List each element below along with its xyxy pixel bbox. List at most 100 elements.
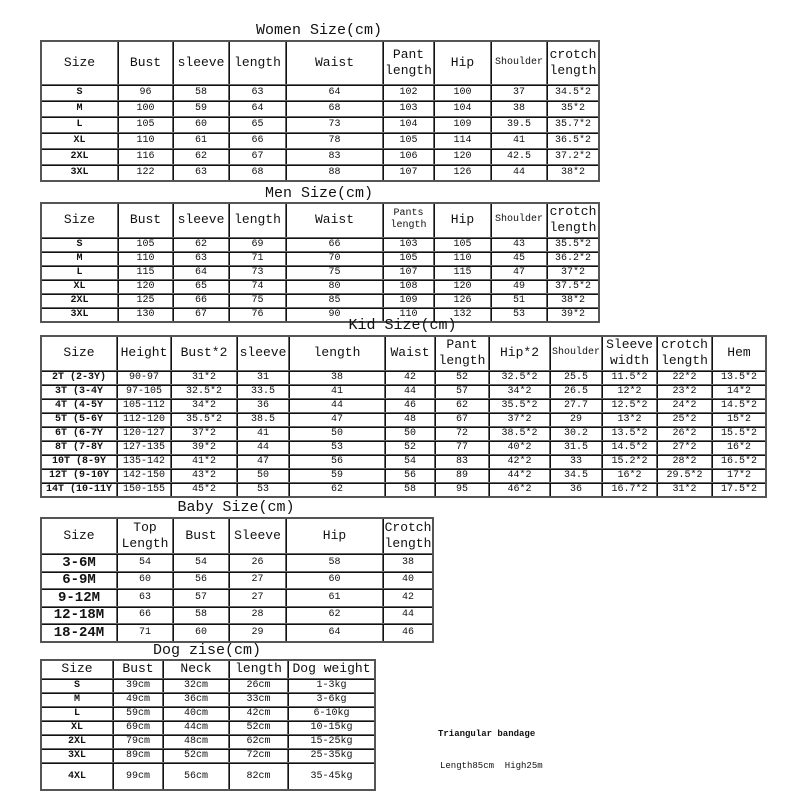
value-cell: 67 (172, 306, 230, 323)
value-cell: 30.2 (549, 425, 603, 442)
size-cell: 4XL (40, 762, 114, 791)
column-header: Top Length (116, 517, 174, 555)
size-cell: S (40, 678, 114, 694)
value-cell: 64 (285, 623, 384, 643)
value-cell: 47 (490, 264, 548, 281)
value-cell: 16.5*2 (711, 453, 767, 470)
value-cell: 35.7*2 (546, 116, 600, 134)
value-cell: 71 (116, 623, 174, 643)
value-cell: 66 (285, 236, 384, 253)
value-cell: 31*2 (656, 481, 713, 498)
value-cell: 110 (117, 250, 174, 267)
size-cell: 3XL (40, 164, 119, 182)
table-row: XL 69cm 44cm 52cm 10-15kg (40, 720, 376, 736)
value-cell: 14*2 (711, 383, 767, 400)
size-cell: S (40, 84, 119, 102)
value-cell: 60 (116, 570, 174, 590)
table-row: XL 120 65 74 80 108 120 49 37.5*2 (40, 278, 600, 295)
column-header: Bust (112, 659, 164, 680)
column-header: Waist (384, 335, 436, 372)
table-row: 2T (2-3Y) 90-97 31*2 31 38 42 52 32.5*2 25.5 11.5… (40, 369, 767, 386)
value-cell: 89 (434, 467, 490, 484)
value-cell: 27 (228, 570, 287, 590)
value-cell: 52cm (228, 720, 289, 736)
value-cell: 29.5*2 (656, 467, 713, 484)
column-header: Shoulder (549, 335, 603, 372)
value-cell: 82cm (228, 762, 289, 791)
header-row: Size Bust Neck length Dog weight (40, 659, 376, 680)
value-cell: 142-150 (116, 467, 172, 484)
value-cell: 42 (382, 588, 434, 608)
value-cell: 107 (382, 164, 435, 182)
value-cell: 40*2 (488, 439, 551, 456)
value-cell: 70 (285, 250, 384, 267)
value-cell: 90-97 (116, 369, 172, 386)
value-cell: 37 (490, 84, 548, 102)
value-cell: 72 (434, 425, 490, 442)
value-cell: 120 (117, 278, 174, 295)
kid-title: Kid Size(cm) (348, 317, 457, 334)
value-cell: 42.5 (490, 148, 548, 166)
value-cell: 39*2 (170, 439, 238, 456)
value-cell: 49 (490, 278, 548, 295)
value-cell: 25-35kg (287, 748, 376, 764)
value-cell: 41 (288, 383, 386, 400)
value-cell: 26*2 (656, 425, 713, 442)
table-row: S 105 62 69 66 103 105 43 35.5*2 (40, 236, 600, 253)
value-cell: 89cm (112, 748, 164, 764)
size-cell: 3-6M (40, 553, 118, 573)
value-cell: 46 (382, 623, 434, 643)
value-cell: 17.5*2 (711, 481, 767, 498)
column-header: sleeve (172, 40, 230, 86)
value-cell: 114 (433, 132, 492, 150)
value-cell: 31*2 (170, 369, 238, 386)
value-cell: 78 (285, 132, 384, 150)
column-header: length (228, 40, 287, 86)
table-row: 2XL 125 66 75 85 109 126 51 38*2 (40, 292, 600, 309)
value-cell: 44 (490, 164, 548, 182)
value-cell: 35.5*2 (488, 397, 551, 414)
value-cell: 65 (228, 116, 287, 134)
size-cell: 4T (4-5Y (40, 397, 118, 414)
size-cell: 6-9M (40, 570, 118, 590)
value-cell: 38 (288, 369, 386, 386)
value-cell: 44 (384, 383, 436, 400)
value-cell: 115 (117, 264, 174, 281)
size-cell: M (40, 250, 119, 267)
value-cell: 75 (228, 292, 287, 309)
column-header: Shoulder (490, 202, 548, 239)
size-cell: 3XL (40, 748, 114, 764)
value-cell: 88 (285, 164, 384, 182)
value-cell: 68 (228, 164, 287, 182)
value-cell: 35*2 (546, 100, 600, 118)
value-cell: 50 (384, 425, 436, 442)
value-cell: 16*2 (711, 439, 767, 456)
value-cell: 105-112 (116, 397, 172, 414)
value-cell: 37*2 (488, 411, 551, 428)
value-cell: 54 (384, 453, 436, 470)
value-cell: 38*2 (546, 164, 600, 182)
value-cell: 66 (228, 132, 287, 150)
value-cell: 36.2*2 (546, 250, 600, 267)
header-row: Size Height Bust*2 sleeve length Waist Pant le… (40, 335, 767, 372)
value-cell: 13.5*2 (601, 425, 658, 442)
value-cell: 26cm (228, 678, 289, 694)
value-cell: 54 (172, 553, 230, 573)
value-cell: 65 (172, 278, 230, 295)
value-cell: 27 (228, 588, 287, 608)
value-cell: 38*2 (546, 292, 600, 309)
table-row: 9-12M 63 57 27 61 42 (40, 588, 434, 608)
size-cell: XL (40, 132, 119, 150)
value-cell: 64 (228, 100, 287, 118)
value-cell: 47 (288, 411, 386, 428)
value-cell: 109 (382, 292, 435, 309)
value-cell: 83 (285, 148, 384, 166)
table-row: S 96 58 63 64 102 100 37 34.5*2 (40, 84, 600, 102)
size-cell: 12-18M (40, 605, 118, 625)
value-cell: 36 (236, 397, 290, 414)
size-cell: 8T (7-8Y (40, 439, 118, 456)
column-header: crotch length (656, 335, 713, 372)
size-cell: 3XL (40, 306, 119, 323)
value-cell: 105 (382, 132, 435, 150)
value-cell: 50 (288, 425, 386, 442)
